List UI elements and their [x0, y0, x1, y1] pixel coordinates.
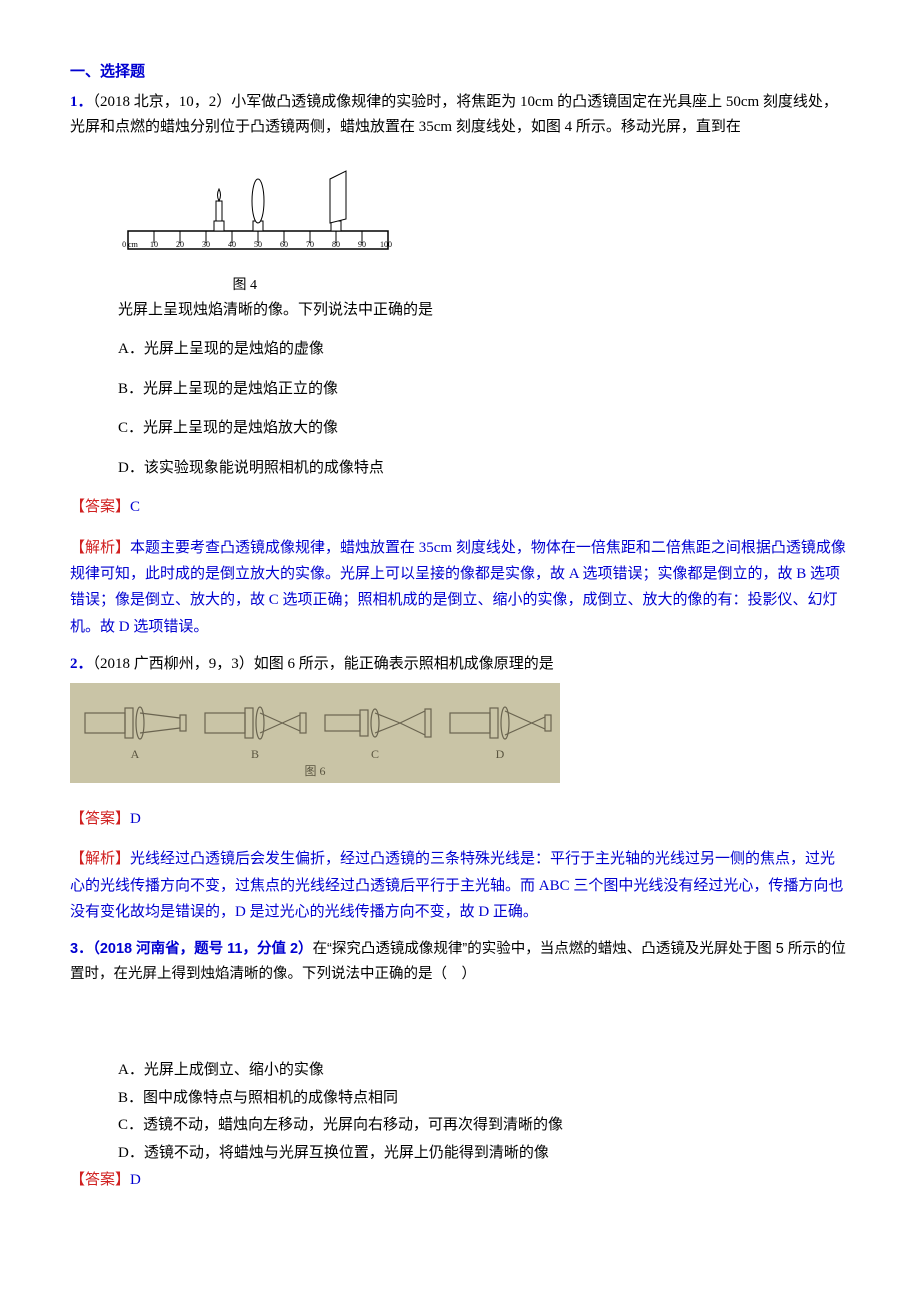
q3-option-d: D．透镜不动，将蜡烛与光屏互换位置，光屏上仍能得到清晰的像: [70, 1141, 850, 1167]
q1-options: A．光屏上呈现的是烛焰的虚像 B．光屏上呈现的是烛焰正立的像 C．光屏上呈现的是…: [70, 337, 850, 481]
camera-diagrams-icon: A B C D 图 6: [70, 683, 560, 783]
q3-option-b: B．图中成像特点与照相机的成像特点相同: [70, 1086, 850, 1112]
answer-label: 【答案】: [70, 1172, 130, 1188]
svg-text:40: 40: [228, 240, 236, 249]
q2-explain-text: 光线经过凸透镜后会发生偏折，经过凸透镜的三条特殊光线是：平行于主光轴的光线过另一…: [70, 851, 843, 920]
svg-text:20: 20: [176, 240, 184, 249]
q1-source: （2018 北京，10，2）: [93, 94, 232, 110]
optical-bench-icon: 0 cm 10 20 30 40 50 60 70 80 90 100: [118, 151, 398, 261]
svg-text:60: 60: [280, 240, 288, 249]
figure-4: 0 cm 10 20 30 40 50 60 70 80 90 100: [118, 151, 850, 271]
svg-text:50: 50: [254, 240, 262, 249]
svg-text:图 6: 图 6: [304, 764, 325, 778]
svg-text:C: C: [371, 747, 379, 761]
q1-answer: 【答案】C: [70, 495, 850, 521]
q1-explain-text: 本题主要考查凸透镜成像规律，蜡烛放置在 35cm 刻度线处，物体在一倍焦距和二倍…: [70, 540, 846, 635]
q3-option-a: A．光屏上成倒立、缩小的实像: [70, 1058, 850, 1084]
svg-text:90: 90: [358, 240, 366, 249]
figure-6: A B C D 图 6: [70, 683, 850, 793]
q2-number: 2．: [70, 656, 93, 672]
q1-option-c: C．光屏上呈现的是烛焰放大的像: [70, 416, 850, 442]
q1-option-d: D．该实验现象能说明照相机的成像特点: [70, 456, 850, 482]
q1-text-b: 光屏上呈现烛焰清晰的像。下列说法中正确的是: [70, 298, 850, 324]
lens-icon: [252, 179, 264, 231]
q2-answer-letter: D: [130, 811, 141, 827]
svg-text:B: B: [251, 747, 259, 761]
explain-label: 【解析】: [70, 540, 130, 556]
question-2: 2．（2018 广西柳州，9，3）如图 6 所示，能正确表示照相机成像原理的是: [70, 652, 850, 678]
explain-label: 【解析】: [70, 851, 130, 867]
q1-answer-letter: C: [130, 499, 140, 515]
svg-text:100: 100: [380, 240, 392, 249]
svg-text:70: 70: [306, 240, 314, 249]
q3-answer: 【答案】D: [70, 1168, 850, 1194]
svg-text:10: 10: [150, 240, 158, 249]
candle-icon: [214, 189, 224, 231]
figure-4-caption: 图 4: [115, 274, 375, 298]
screen-icon: [330, 171, 346, 231]
answer-label: 【答案】: [70, 811, 130, 827]
q2-explain: 【解析】光线经过凸透镜后会发生偏折，经过凸透镜的三条特殊光线是：平行于主光轴的光…: [70, 846, 850, 925]
q2-answer: 【答案】D: [70, 807, 850, 833]
q2-source: （2018 广西柳州，9，3）: [93, 656, 254, 672]
q1-explain: 【解析】本题主要考查凸透镜成像规律，蜡烛放置在 35cm 刻度线处，物体在一倍焦…: [70, 535, 850, 640]
answer-label: 【答案】: [70, 499, 130, 515]
figure-5-placeholder: [70, 986, 850, 1056]
q3-options: A．光屏上成倒立、缩小的实像 B．图中成像特点与照相机的成像特点相同 C．透镜不…: [70, 1058, 850, 1166]
q3-option-c: C．透镜不动，蜡烛向左移动，光屏向右移动，可再次得到清晰的像: [70, 1113, 850, 1139]
q1-option-b: B．光屏上呈现的是烛焰正立的像: [70, 377, 850, 403]
section-heading: 一、选择题: [70, 60, 850, 86]
q3-number: 3．: [70, 941, 93, 957]
q3-source: （2018 河南省，题号 11，分值 2）: [93, 941, 313, 957]
svg-text:30: 30: [202, 240, 210, 249]
svg-text:80: 80: [332, 240, 340, 249]
svg-text:A: A: [131, 747, 140, 761]
question-3: 3．（2018 河南省，题号 11，分值 2）在“探究凸透镜成像规律”的实验中，…: [70, 937, 850, 986]
q1-option-a: A．光屏上呈现的是烛焰的虚像: [70, 337, 850, 363]
svg-text:0 cm: 0 cm: [122, 240, 139, 249]
question-1: 1．（2018 北京，10，2）小军做凸透镜成像规律的实验时，将焦距为 10cm…: [70, 90, 850, 141]
q2-text: 如图 6 所示，能正确表示照相机成像原理的是: [254, 656, 554, 672]
q3-answer-letter: D: [130, 1172, 141, 1188]
svg-text:D: D: [496, 747, 505, 761]
q1-number: 1．: [70, 94, 93, 110]
